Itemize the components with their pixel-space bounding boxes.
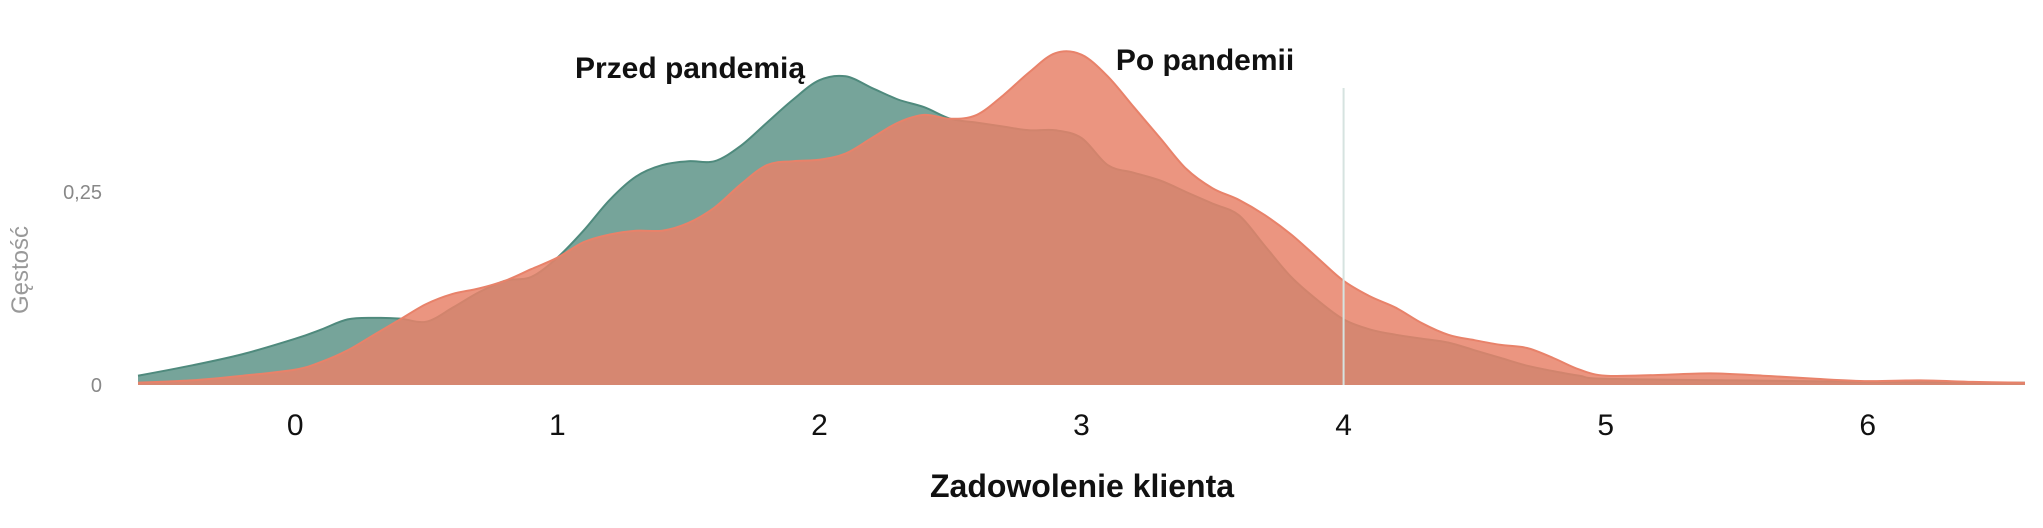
x-tick-label: 5 [1597,409,1614,442]
x-tick-label: 2 [811,409,828,442]
density-area-after-pandemic [138,51,2025,386]
y-axis-label: Gęstość [7,226,34,314]
density-line-after-pandemic [137,50,2026,384]
x-tick-label: 1 [549,409,566,442]
y-tick-label: 0,25 [63,182,102,204]
x-tick-label: 0 [287,409,304,442]
x-tick-labels: 0 1 2 3 4 5 6 [287,409,1876,442]
density-areas [137,50,2026,386]
x-tick-label: 3 [1073,409,1090,442]
x-tick-label: 6 [1859,409,1876,442]
x-tick-label: 4 [1335,409,1352,442]
series-label-before-pandemic: Przed pandemią [575,52,805,85]
y-tick-labels: 00,25 [63,182,102,397]
y-tick-label: 0 [91,375,102,397]
series-label-after-pandemic: Po pandemii [1116,44,1294,77]
x-axis-label: Zadowolenie klienta [930,468,1234,504]
